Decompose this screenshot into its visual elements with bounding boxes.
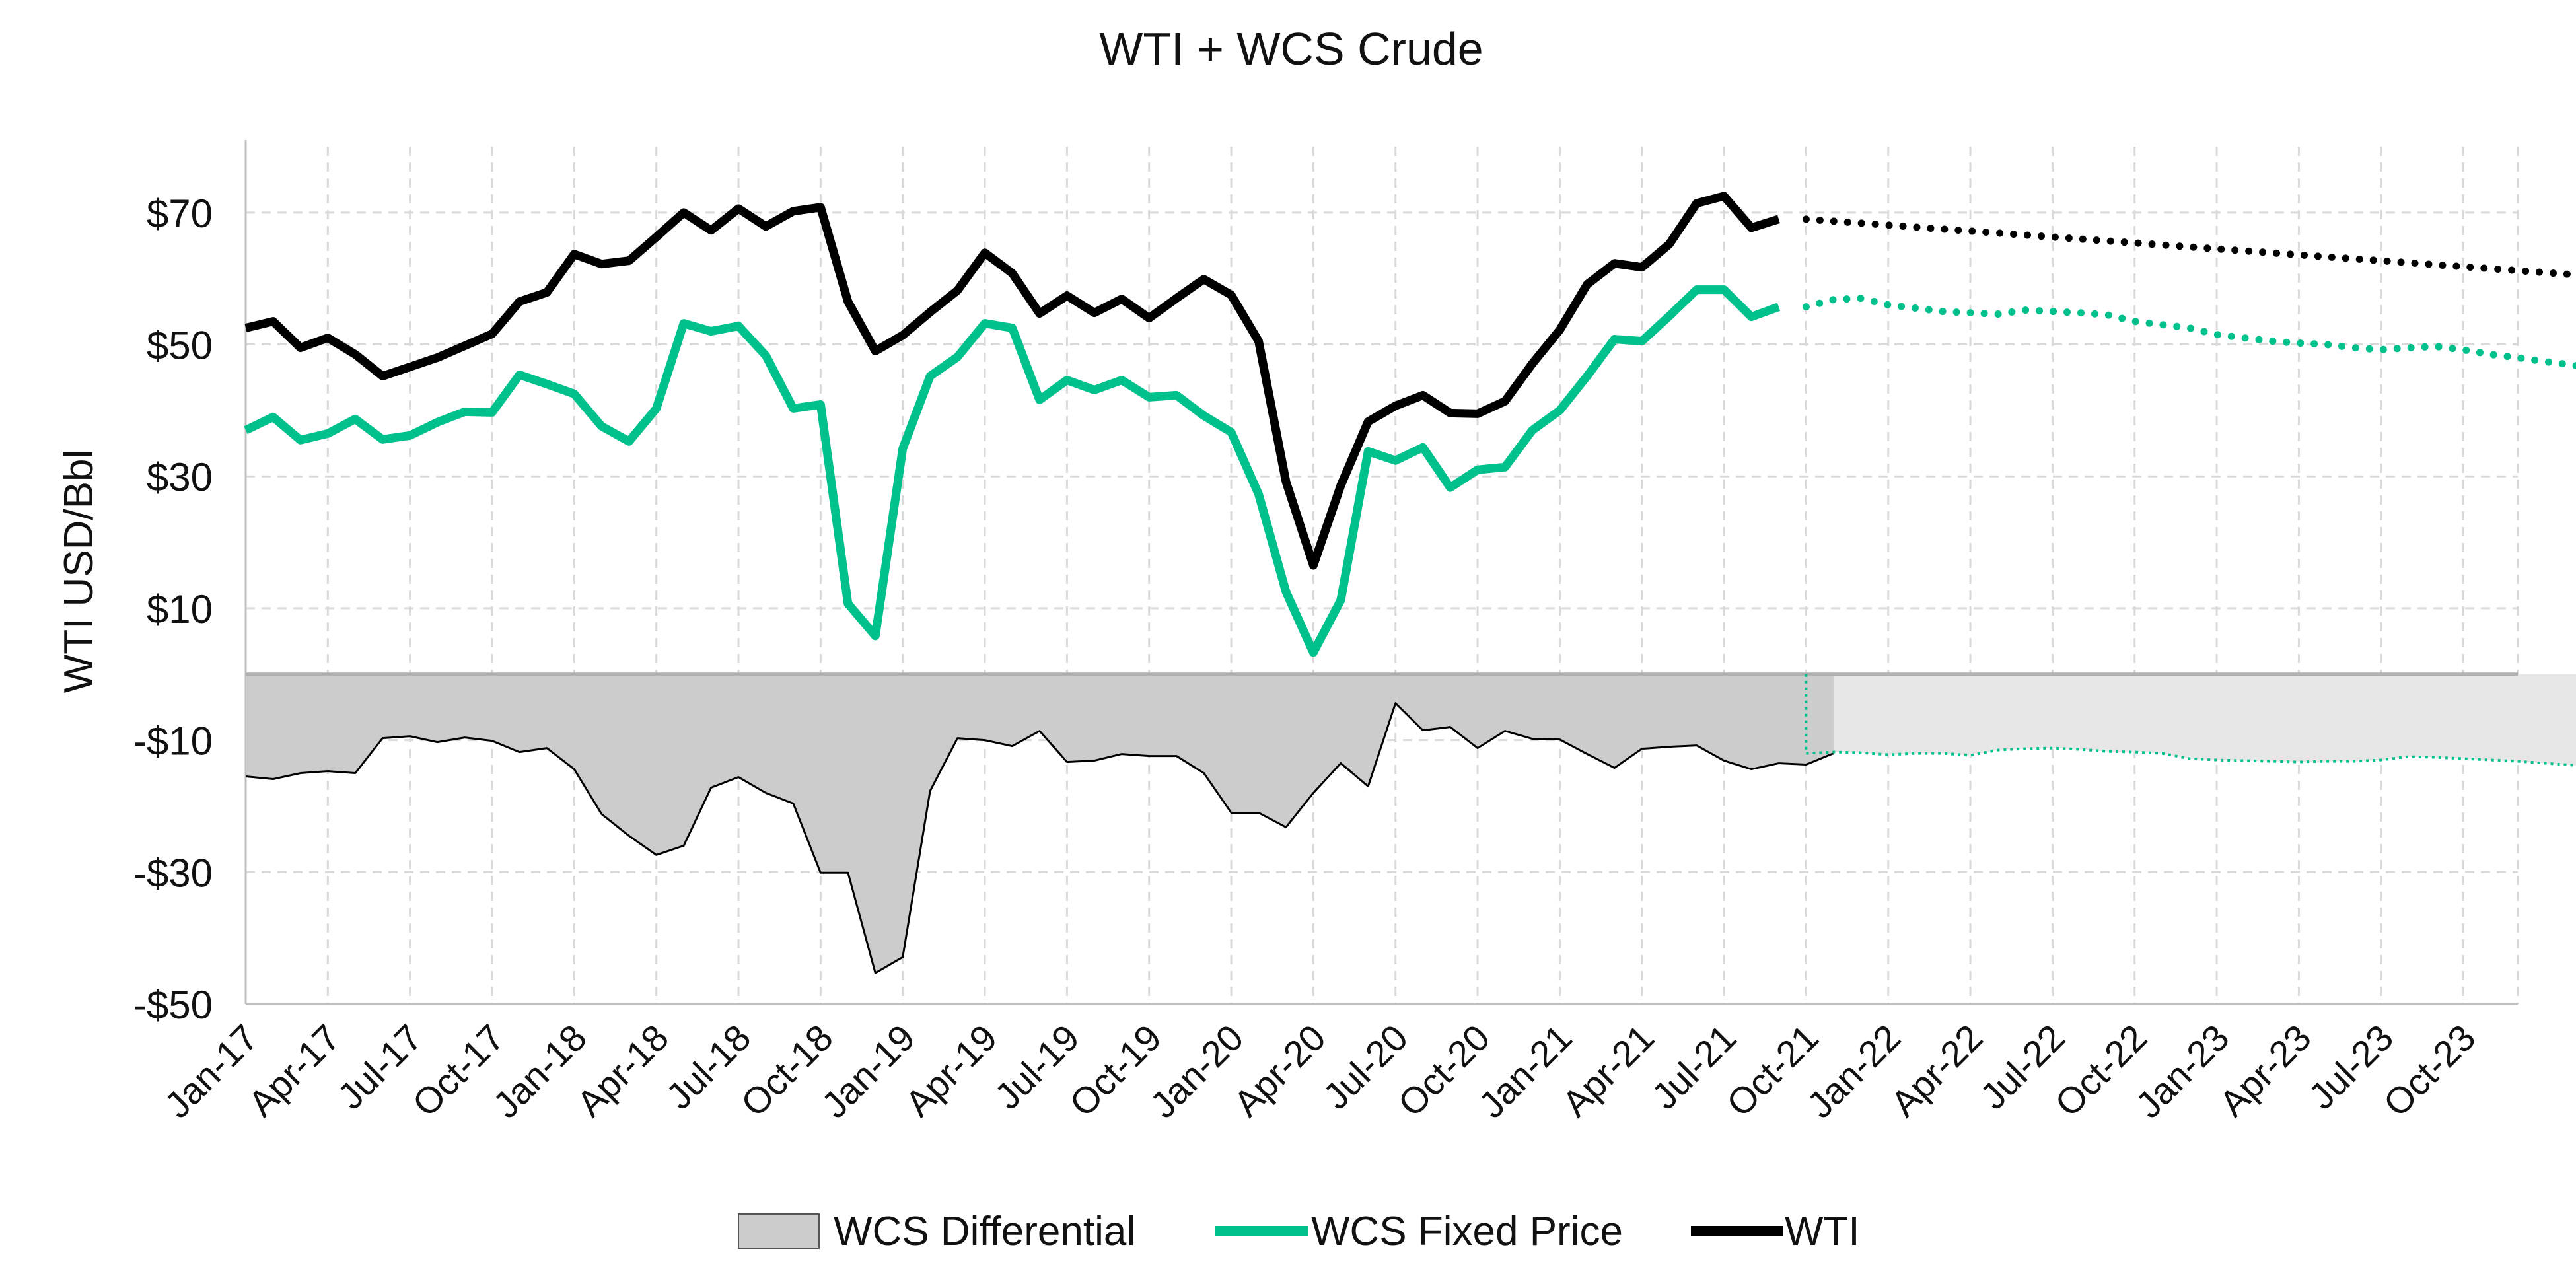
legend-label-wcs-differential: WCS Differential	[834, 1209, 1135, 1254]
y-tick-label: $50	[147, 324, 213, 368]
legend-label-wcs-fixed-price: WCS Fixed Price	[1311, 1209, 1623, 1254]
differential-actual-line	[245, 702, 1834, 974]
y-tick-label: -$50	[133, 983, 213, 1027]
series-wti-actual-line	[244, 192, 1780, 570]
y-tick-labels: $70 $50 $30 $10 -$10 -$30 -$50	[133, 192, 213, 1027]
y-tick-label: $30	[147, 455, 213, 499]
legend-label-wti: WTI	[1785, 1209, 1860, 1254]
y-axis-label: WTI USD/Bbl	[56, 450, 102, 694]
series-line-layer	[244, 192, 2576, 657]
legend-swatch-wcs-differential	[738, 1213, 820, 1249]
y-tick-label: $70	[147, 192, 213, 236]
series-wcs_fixed-forecast-line	[1802, 295, 2576, 370]
y-tick-label: $10	[147, 587, 213, 631]
differential-area-layer	[245, 672, 2576, 974]
differential-forecast-line	[1806, 746, 2576, 767]
legend: WCS Differential WCS Fixed Price WTI	[738, 1209, 1860, 1254]
differential-actual-area	[246, 674, 1834, 974]
series-wcs_fixed-actual-line	[244, 285, 1781, 657]
differential-forecast-area	[1806, 674, 2576, 766]
y-tick-label: -$30	[133, 851, 213, 895]
series-wti-forecast-line	[1802, 215, 2576, 279]
y-tick-label: -$10	[133, 719, 213, 764]
chart-title: WTI + WCS Crude	[1099, 23, 1483, 75]
